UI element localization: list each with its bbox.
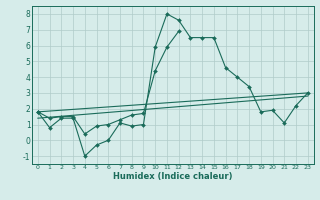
X-axis label: Humidex (Indice chaleur): Humidex (Indice chaleur) bbox=[113, 172, 233, 181]
